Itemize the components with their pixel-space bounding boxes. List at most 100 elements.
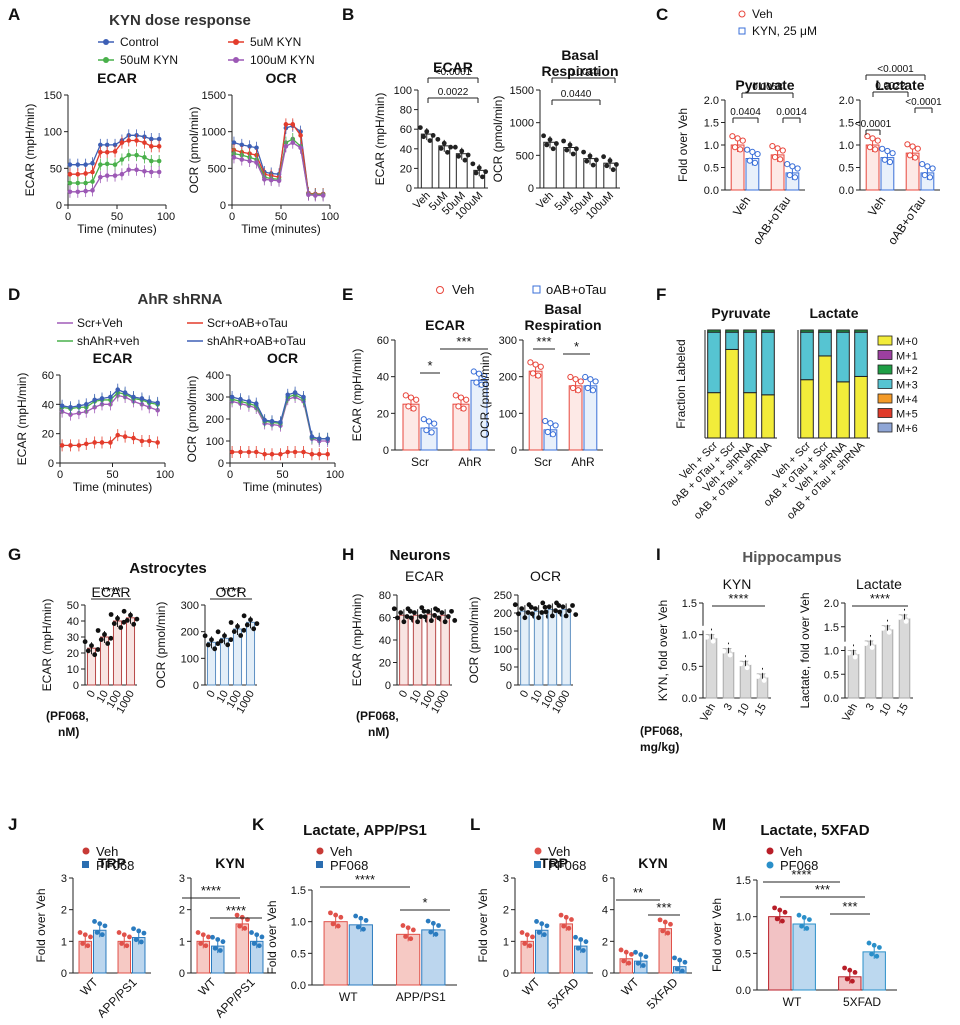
data-point — [717, 628, 722, 634]
data-point — [405, 925, 411, 931]
x-tick-label: APP/PS1 — [396, 990, 446, 1004]
data-point — [212, 646, 218, 652]
data-point — [75, 171, 81, 177]
data-point — [105, 641, 111, 646]
y-tick-label: 0 — [506, 680, 512, 692]
data-point — [452, 144, 458, 150]
data-point — [701, 625, 706, 631]
data-point — [476, 165, 482, 171]
data-point — [682, 959, 688, 965]
pvalue-label: 0.0034 — [568, 67, 599, 78]
data-point — [560, 604, 566, 610]
data-point — [149, 158, 154, 164]
data-point — [801, 915, 807, 920]
data-point — [889, 624, 895, 630]
subplot-title: OCR — [215, 584, 246, 600]
y-tick-label: 1.5 — [839, 118, 854, 130]
y-tick-label: 0.5 — [839, 163, 854, 175]
data-point — [155, 440, 160, 445]
data-point — [330, 921, 336, 927]
data-point — [353, 913, 359, 919]
y-tick-label: 40 — [377, 372, 389, 384]
data-point — [796, 912, 802, 918]
data-point — [877, 945, 882, 950]
data-point — [543, 609, 549, 615]
data-point — [126, 167, 132, 173]
bar — [528, 370, 543, 451]
pvalue-label: 0.0014 — [776, 107, 807, 118]
data-point — [149, 144, 154, 149]
legend-label: Scr+oAB+oTau — [207, 316, 288, 330]
data-point — [707, 629, 713, 635]
data-point — [601, 154, 606, 160]
legend-label: M+1 — [896, 351, 918, 363]
stacked-segment — [836, 329, 850, 333]
data-point — [90, 179, 95, 184]
stacked-segment — [800, 379, 814, 439]
legend-label: oAB+oTau — [546, 282, 606, 297]
x-tick-label: APP/PS1 — [212, 975, 258, 1021]
data-point — [843, 641, 848, 647]
data-point — [83, 441, 89, 447]
y-tick-label: 60 — [42, 370, 54, 382]
data-point — [554, 600, 559, 606]
data-point — [546, 604, 552, 610]
y-tick-label: 40 — [67, 616, 79, 628]
panel-title: AhR shRNA — [138, 291, 223, 308]
data-point — [473, 170, 479, 176]
y-tick-label: 2 — [179, 905, 185, 917]
data-point — [98, 142, 103, 148]
y-axis-label: OCR (pmol/min) — [185, 376, 199, 463]
data-point — [536, 615, 542, 621]
stacked-segment — [761, 394, 775, 439]
y-tick-label: 0 — [503, 968, 509, 980]
legend-swatch — [877, 364, 893, 375]
y-tick-label: 200 — [206, 414, 224, 426]
y-tick-label: 1.0 — [839, 140, 854, 152]
y-tick-label: 0 — [220, 200, 226, 212]
y-tick-label: 20 — [67, 648, 79, 660]
data-point — [156, 136, 162, 142]
data-point — [410, 405, 417, 412]
y-tick-label: 1 — [503, 936, 509, 948]
data-point — [82, 932, 88, 938]
data-point — [358, 915, 364, 921]
data-point — [249, 930, 254, 935]
data-point — [104, 173, 110, 178]
data-point — [844, 976, 850, 982]
x-tick-label: AhR — [458, 455, 482, 469]
y-tick-label: 60 — [379, 613, 391, 625]
data-point — [415, 619, 421, 625]
data-point — [746, 157, 753, 164]
x-tick-label: 0 — [227, 469, 233, 481]
data-point — [239, 157, 245, 162]
y-tick-label: 60 — [377, 335, 389, 347]
y-tick-label: 150 — [494, 626, 512, 638]
legend-label: 5uM KYN — [250, 35, 301, 49]
data-point — [635, 960, 641, 966]
data-point — [480, 174, 485, 180]
x-tick-label: 50 — [111, 211, 123, 223]
x-axis-label: Time (minutes) — [241, 222, 321, 236]
data-point — [572, 376, 579, 383]
data-point — [205, 642, 211, 648]
subplot-title: Pyruvate — [711, 305, 770, 321]
panel-letter-l: L — [470, 815, 480, 834]
y-tick-label: 20 — [379, 658, 391, 670]
legend-marker — [82, 861, 89, 868]
significance-label: * — [427, 358, 432, 373]
data-point — [126, 138, 132, 143]
data-point — [363, 918, 369, 923]
bar — [235, 923, 250, 974]
y-tick-label: 150 — [44, 90, 62, 102]
data-point — [516, 611, 521, 617]
y-tick-label: 2.0 — [704, 95, 719, 107]
panel-title: Astrocytes — [129, 560, 207, 577]
data-point — [200, 932, 206, 938]
y-tick-label: 100 — [206, 436, 224, 448]
data-point — [903, 618, 909, 624]
data-point — [124, 618, 130, 623]
data-point — [134, 138, 139, 143]
legend-label: shAhR+veh — [77, 334, 139, 348]
legend-marker — [534, 847, 542, 855]
